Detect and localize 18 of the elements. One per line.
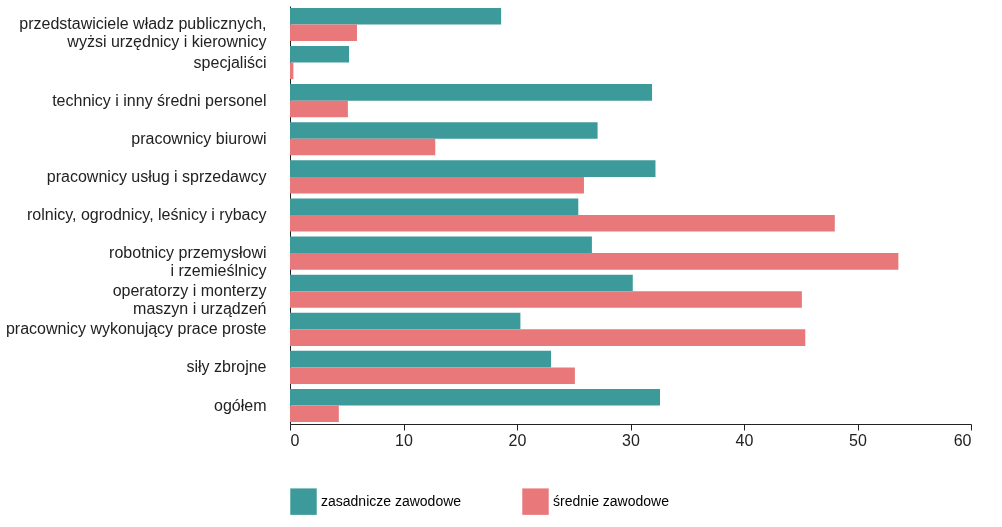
y-tick-label: specjaliści: [193, 53, 267, 71]
y-tick-label: rolnicy, ogrodnicy, leśnicy i rybacy: [27, 206, 267, 223]
y-tick-label: pracownicy usług i sprzedawcy: [46, 167, 267, 185]
legend-label: zasadnicze zawodowe: [321, 492, 462, 509]
x-tick-label: 30: [622, 431, 640, 449]
x-tick-label: 50: [849, 431, 867, 449]
x-tick-label: 20: [508, 431, 527, 449]
y-tick-label: technicy i inny średni personel: [52, 91, 267, 109]
y-tick-label: pracownicy wykonujący prace proste: [5, 320, 267, 338]
x-tick-label: 60: [953, 431, 972, 449]
y-tick-label: siły zbrojne: [186, 358, 267, 376]
y-tick-label: ogółem: [214, 396, 267, 414]
legend-label: średnie zawodowe: [553, 492, 670, 509]
x-tick-label: 10: [395, 431, 413, 449]
y-tick-label: pracownicy biurowi: [131, 129, 267, 147]
y-tick-label: operatorzy i monterzy maszyn i urządzeń: [112, 282, 267, 318]
x-tick-label: 40: [735, 431, 754, 449]
x-tick-label: 0: [290, 431, 300, 449]
